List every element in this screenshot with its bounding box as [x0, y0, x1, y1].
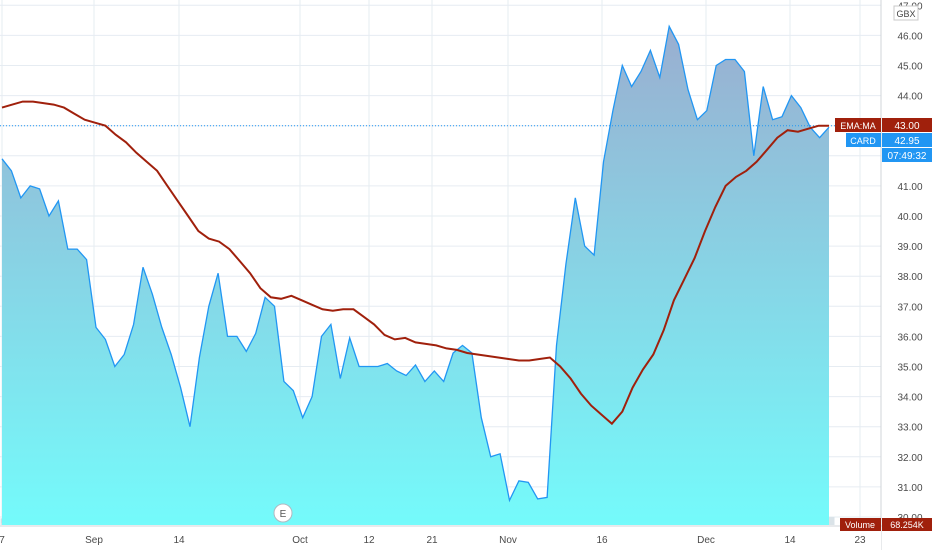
- currency-label: GBX: [896, 9, 915, 19]
- price-tick-label: 40.00: [897, 212, 922, 223]
- time-tick-label: 23: [854, 535, 866, 546]
- card-value-tag: [882, 133, 932, 147]
- time-tick-label: 21: [426, 535, 438, 546]
- last-value-labels: EMA:MA 43.00 CARD 42.95 07:49:32 Volume 68.254…: [835, 118, 932, 531]
- time-tick-label: 12: [363, 535, 375, 546]
- ema-line-path: [1, 100, 829, 426]
- price-tick-label: 38.00: [897, 272, 922, 283]
- price-tick-label: 39.00: [897, 242, 922, 253]
- price-area: [0, 24, 881, 526]
- countdown-tag: [882, 148, 932, 162]
- event-marker: [273, 503, 293, 523]
- card-name-tag: [846, 133, 881, 147]
- price-tick-label: 33.00: [897, 423, 922, 434]
- currency-badge: [893, 5, 919, 21]
- price-tick-label: 44.00: [897, 92, 922, 103]
- time-tick-label: Oct: [292, 535, 308, 546]
- price-axis[interactable]: 30.0031.0032.0033.0034.0035.0036.0037.00…: [880, 0, 932, 550]
- price-tick-label: 34.00: [897, 393, 922, 404]
- price-tick-label: 31.00: [897, 483, 922, 494]
- price-tick-label: 36.00: [897, 332, 922, 343]
- ema-line: E: [1, 100, 829, 523]
- price-line: [1, 24, 830, 503]
- price-tick-label: 41.00: [897, 182, 922, 193]
- ema-value-text: 43.00: [894, 121, 919, 132]
- countdown-text: 07:49:32: [888, 151, 927, 162]
- price-tick-label: 45.00: [897, 62, 922, 73]
- volume-bar: [827, 517, 835, 525]
- time-tick-label: 7: [0, 535, 5, 546]
- card-value-text: 42.95: [894, 136, 919, 147]
- time-tick-label: 14: [173, 535, 185, 546]
- volume-name-tag: [840, 518, 881, 531]
- ema-name-tag: [835, 118, 881, 132]
- time-tick-label: Nov: [499, 535, 517, 546]
- ema-value-tag: [882, 118, 932, 132]
- price-area-fill: [2, 26, 829, 526]
- time-tick-label: Dec: [697, 535, 715, 546]
- volume-value-tag: [882, 518, 932, 531]
- price-tick-label: 46.00: [897, 31, 922, 42]
- volume-name-text: Volume: [845, 520, 875, 530]
- price-axis-bg: [881, 0, 932, 550]
- time-axis[interactable]: 7 Sep 14 Oct 12 21 Nov 16 Dec 14 23: [0, 525, 932, 550]
- card-name-text: CARD: [850, 136, 876, 146]
- time-tick-label: 16: [596, 535, 608, 546]
- price-tick-label: 32.00: [897, 453, 922, 464]
- volume-value-text: 68.254K: [890, 520, 924, 530]
- time-axis-bg: [0, 526, 881, 550]
- ema-name-text: EMA:MA: [840, 121, 876, 131]
- event-marker-label: E: [280, 509, 287, 520]
- time-tick-label: 14: [784, 535, 796, 546]
- price-tick-label: 35.00: [897, 363, 922, 374]
- price-tick-label: 37.00: [897, 302, 922, 313]
- time-tick-label: Sep: [85, 535, 103, 546]
